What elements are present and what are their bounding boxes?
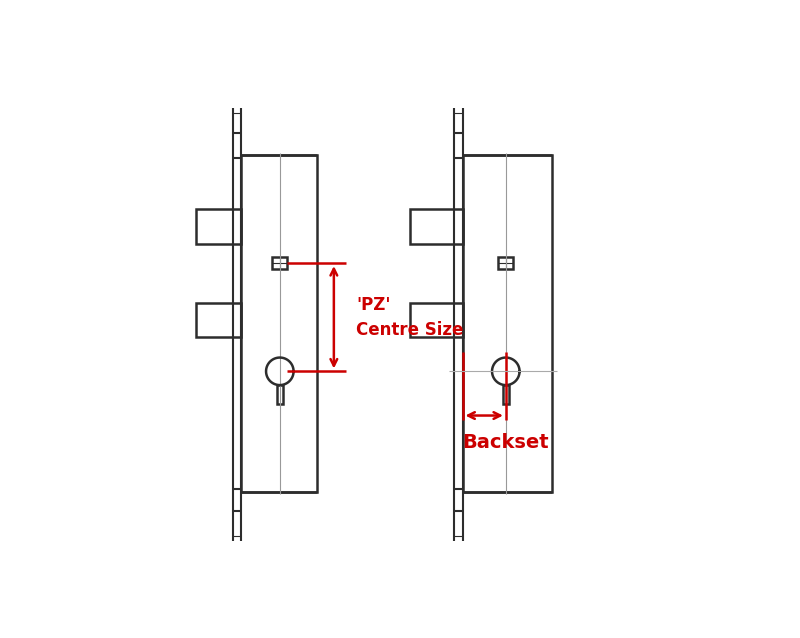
Bar (410, 209, 462, 244)
Bar (462, 155, 553, 492)
Text: 'PZ'
Centre Size: 'PZ' Centre Size (356, 296, 463, 339)
Bar (503, 385, 509, 404)
Bar (498, 257, 513, 269)
Bar (277, 385, 282, 404)
Bar (273, 257, 287, 269)
Bar (196, 302, 241, 337)
Bar (196, 209, 241, 244)
Bar (410, 302, 462, 337)
Text: Backset: Backset (462, 433, 549, 452)
Bar (241, 155, 317, 492)
